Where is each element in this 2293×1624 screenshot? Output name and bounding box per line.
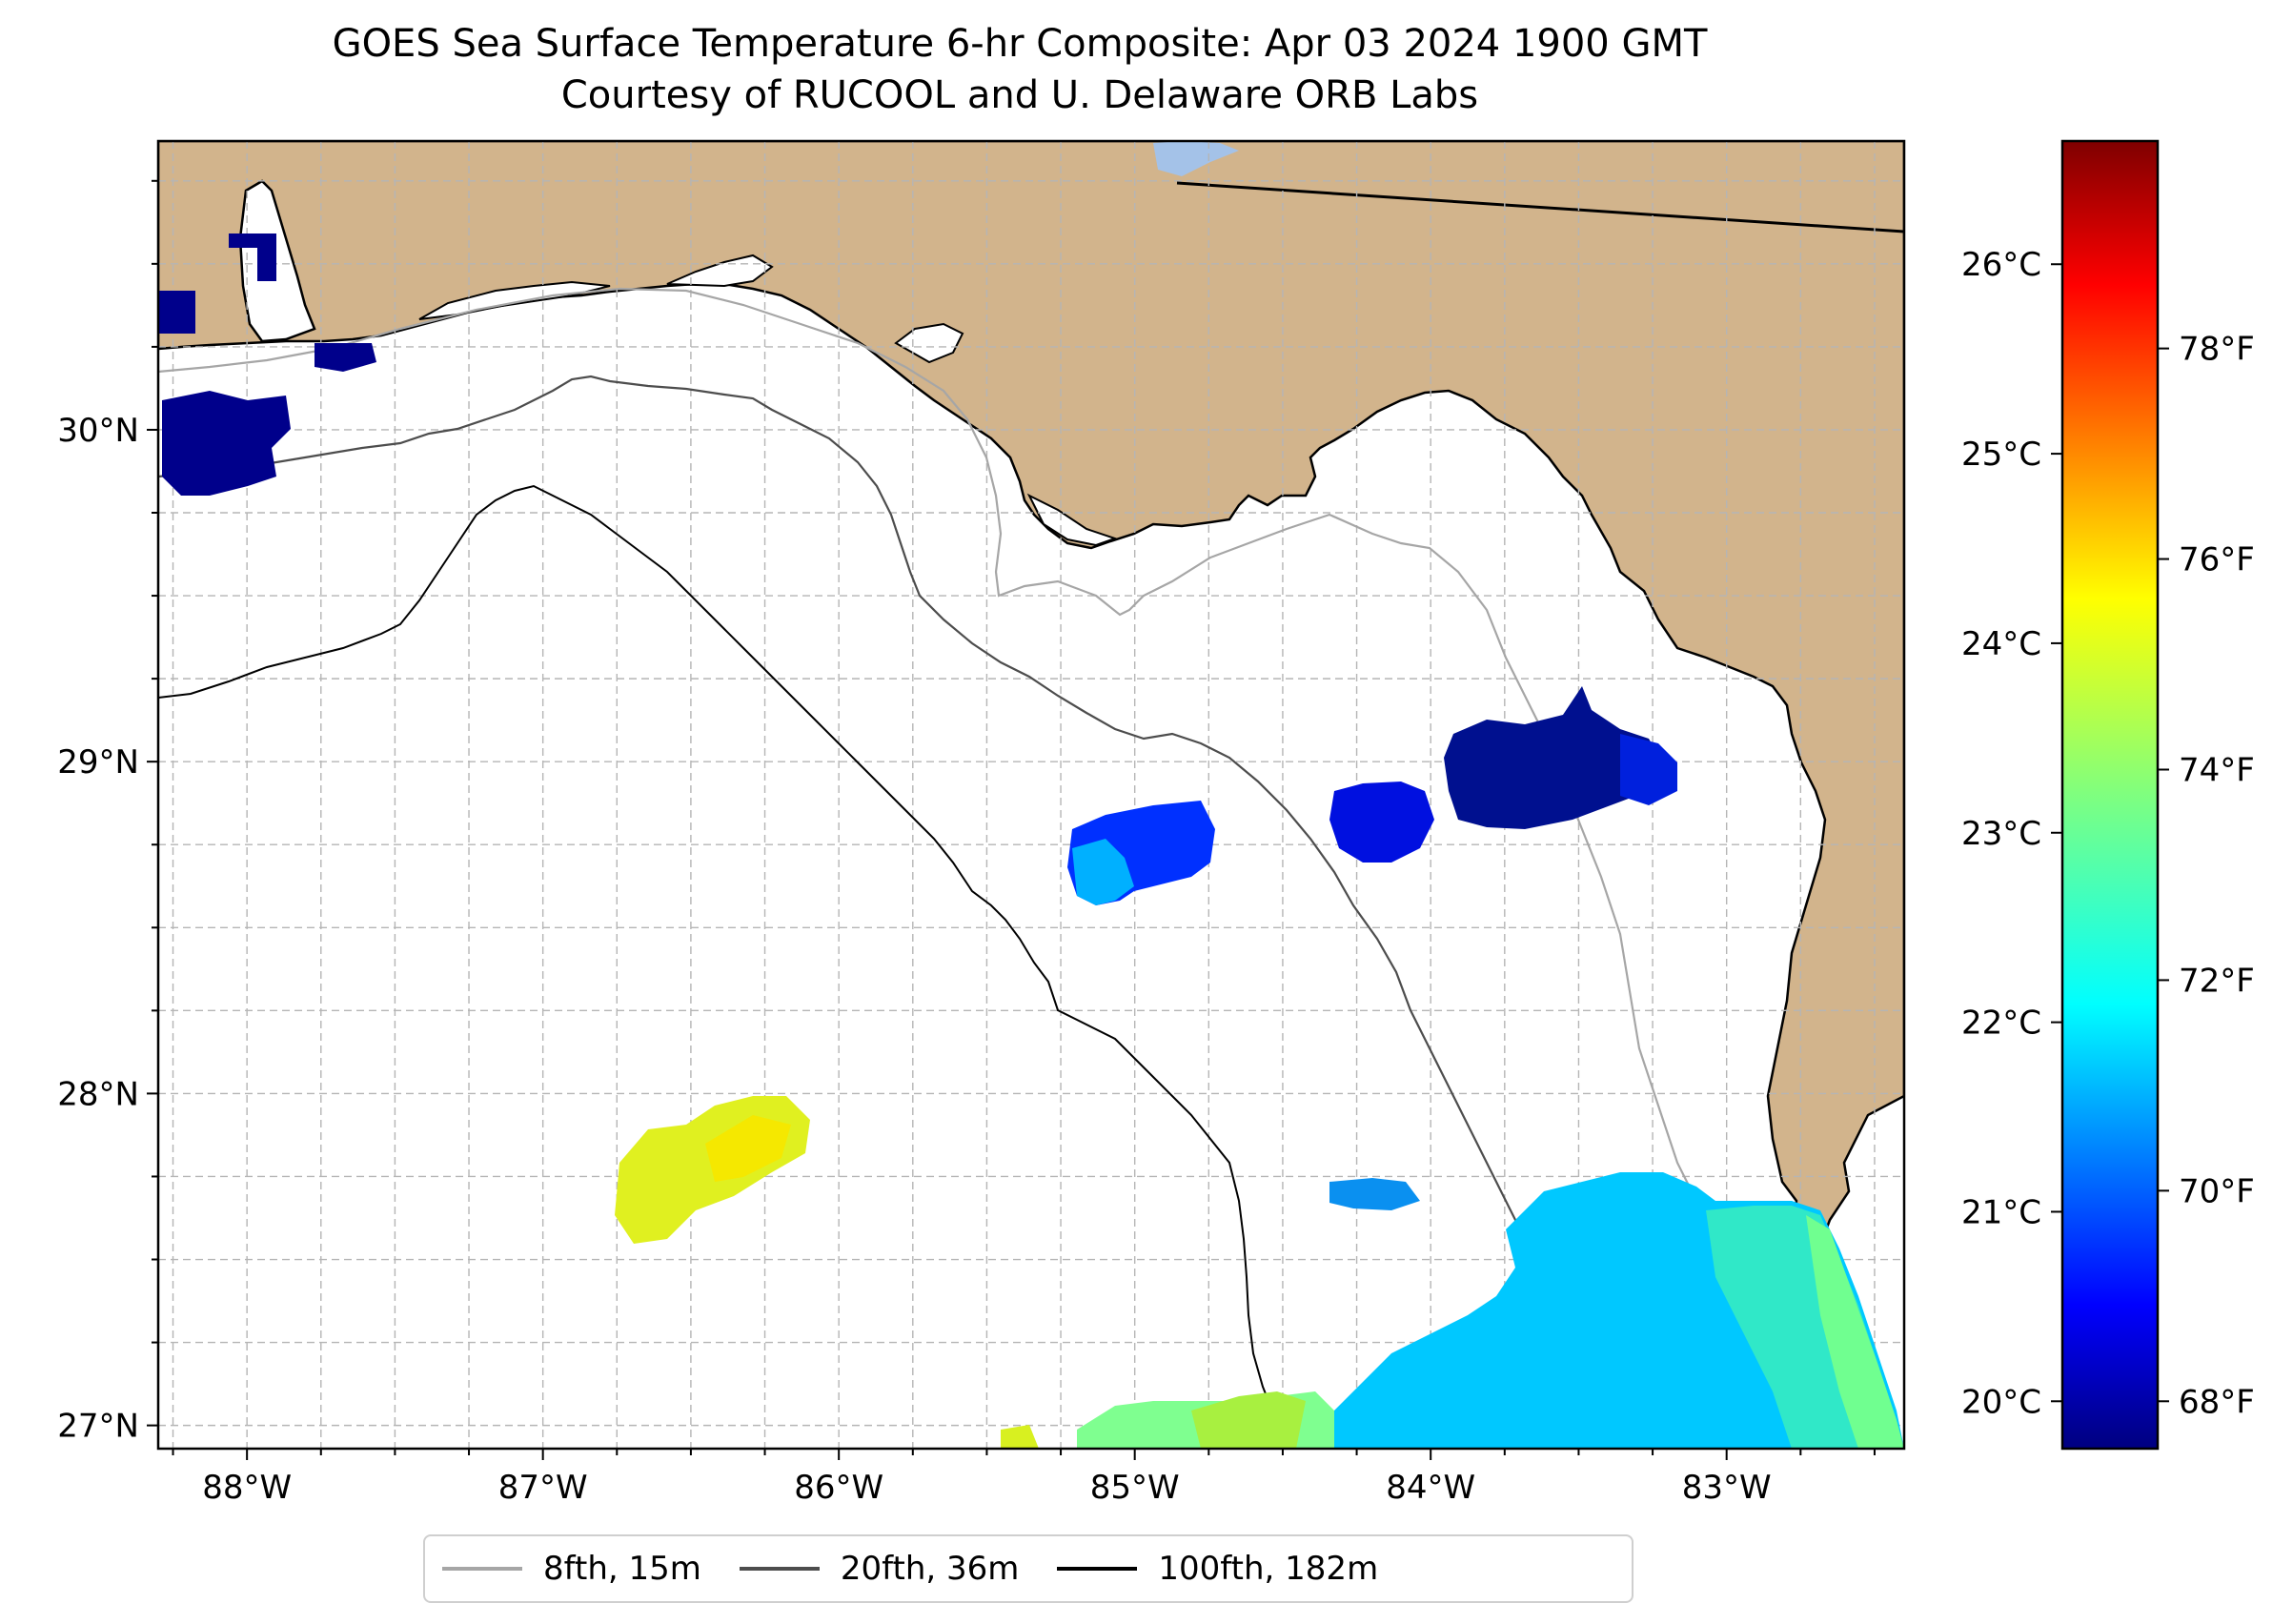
colorbar bbox=[2060, 139, 2160, 1451]
fahrenheit-tick-label: 74°F bbox=[2179, 751, 2255, 789]
map-border bbox=[156, 139, 1906, 1451]
lat-tick-label: 30°N bbox=[57, 412, 139, 450]
latitude-axis: 27°N 28°N 29°N 30°N bbox=[57, 179, 158, 1446]
celsius-tick-label: 26°C bbox=[1961, 246, 2041, 284]
isobath-36m bbox=[158, 375, 1645, 1449]
land-area bbox=[158, 141, 1904, 1280]
sst-data-layer bbox=[158, 233, 1904, 1449]
fahrenheit-tick-label: 68°F bbox=[2179, 1383, 2255, 1421]
celsius-tick-label: 22°C bbox=[1961, 1005, 2041, 1043]
state-border bbox=[1176, 181, 1904, 233]
colorbar-celsius-axis: 20°C 21°C 22°C 23°C 24°C 25°C 26°C bbox=[1961, 246, 2062, 1421]
fahrenheit-tick-label: 72°F bbox=[2179, 962, 2255, 1000]
lat-tick-label: 29°N bbox=[57, 743, 139, 782]
legend-label: 20fth, 36m bbox=[840, 1550, 1020, 1588]
lat-tick-label: 27°N bbox=[57, 1408, 139, 1446]
fahrenheit-tick-label: 70°F bbox=[2179, 1172, 2255, 1210]
celsius-tick-label: 21°C bbox=[1961, 1193, 2041, 1231]
legend-item: 8fth, 15m bbox=[442, 1550, 701, 1588]
celsius-tick-label: 20°C bbox=[1961, 1383, 2041, 1421]
fahrenheit-tick-label: 78°F bbox=[2179, 331, 2255, 369]
legend-label: 8fth, 15m bbox=[543, 1550, 701, 1588]
lon-tick-label: 85°W bbox=[1090, 1469, 1180, 1507]
lat-tick-label: 28°N bbox=[57, 1075, 139, 1113]
celsius-tick-label: 24°C bbox=[1961, 625, 2041, 663]
isobath-182m bbox=[158, 484, 1283, 1449]
fahrenheit-tick-label: 76°F bbox=[2179, 541, 2255, 579]
lake bbox=[1153, 141, 1239, 176]
isobath-15m bbox=[158, 287, 1859, 1449]
legend-label: 100fth, 182m bbox=[1158, 1550, 1379, 1588]
lon-tick-label: 83°W bbox=[1682, 1469, 1772, 1507]
lon-tick-label: 88°W bbox=[202, 1469, 292, 1507]
celsius-tick-label: 25°C bbox=[1961, 436, 2041, 474]
map-title: GOES Sea Surface Temperature 6-hr Compos… bbox=[332, 22, 1708, 66]
isobath-legend: 8fth, 15m 20fth, 36m 100fth, 182m bbox=[423, 1534, 1634, 1603]
legend-item: 20fth, 36m bbox=[739, 1550, 1020, 1588]
celsius-tick-label: 23°C bbox=[1961, 815, 2041, 853]
lon-tick-label: 87°W bbox=[498, 1469, 588, 1507]
legend-item: 100fth, 182m bbox=[1057, 1550, 1378, 1588]
legend-line-swatch bbox=[442, 1567, 522, 1571]
colorbar-fahrenheit-axis: 68°F 70°F 72°F 74°F 76°F 78°F bbox=[2158, 331, 2255, 1421]
map-subtitle: Courtesy of RUCOOL and U. Delaware ORB L… bbox=[560, 73, 1479, 117]
lon-tick-label: 86°W bbox=[794, 1469, 883, 1507]
legend-line-swatch bbox=[739, 1567, 820, 1571]
lon-tick-label: 84°W bbox=[1386, 1469, 1475, 1507]
legend-line-swatch bbox=[1057, 1567, 1138, 1571]
longitude-axis: 88°W 87°W 86°W 85°W 84°W 83°W bbox=[172, 1449, 1876, 1507]
